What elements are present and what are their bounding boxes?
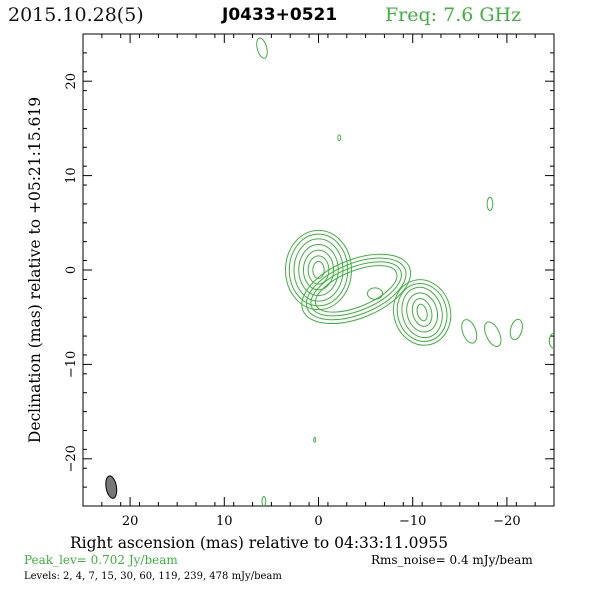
x-tick-label: 20 (122, 514, 139, 529)
contour-ring (310, 261, 402, 317)
contour-ring (509, 318, 523, 341)
contour-ring (406, 292, 439, 333)
peak-level: Peak_lev= 0.702 Jy/beam (24, 553, 178, 567)
contour-ring (314, 265, 398, 313)
y-tick-label: −10 (64, 351, 79, 378)
contour-ring (285, 229, 352, 311)
y-tick-label: 10 (64, 167, 79, 184)
contour-ring (313, 437, 317, 443)
x-tick-label: −10 (399, 514, 426, 529)
contour-ring (396, 283, 448, 342)
contour-ring (298, 244, 339, 296)
contour-ring (256, 37, 268, 59)
contour-ring (416, 303, 428, 322)
x-axis-label: Right ascension (mas) relative to 04:33:… (70, 534, 449, 552)
plot-frame (82, 33, 555, 507)
source-name: J0433+0521 (222, 5, 338, 25)
frequency-label: Freq: 7.6 GHz (385, 4, 522, 26)
contour-ring (307, 255, 330, 285)
observation-date: 2015.10.28(5) (8, 4, 144, 26)
contour-ring (548, 332, 554, 349)
contour-ring (461, 319, 478, 344)
x-tick-label: 10 (216, 514, 233, 529)
contour-ring (337, 134, 342, 142)
y-axis-label: Declination (mas) relative to +05:21:15.… (26, 97, 44, 443)
contour-ring (486, 196, 494, 212)
contour-ring (401, 286, 443, 339)
contour-ring (288, 233, 349, 307)
contour-ring (293, 238, 344, 302)
contour-ring (366, 287, 384, 300)
beam-ellipse (105, 475, 118, 499)
contour-ring (312, 261, 325, 279)
x-tick-label: −20 (493, 514, 520, 529)
contour-ring (411, 298, 433, 327)
contour-levels: Levels: 2, 4, 7, 15, 30, 60, 119, 239, 4… (24, 571, 282, 582)
y-tick-label: 20 (64, 73, 79, 90)
contour-ring (484, 321, 502, 347)
contour-ring (393, 279, 452, 346)
y-tick-label: 0 (64, 266, 79, 274)
rms-noise: Rms_noise= 0.4 mJy/beam (371, 553, 533, 567)
contour-ring (261, 496, 267, 506)
contour-ring (302, 249, 335, 291)
contour-ring (305, 257, 407, 321)
y-tick-label: −20 (64, 445, 79, 472)
x-tick-label: 0 (314, 514, 322, 529)
contour-ring (301, 253, 412, 325)
